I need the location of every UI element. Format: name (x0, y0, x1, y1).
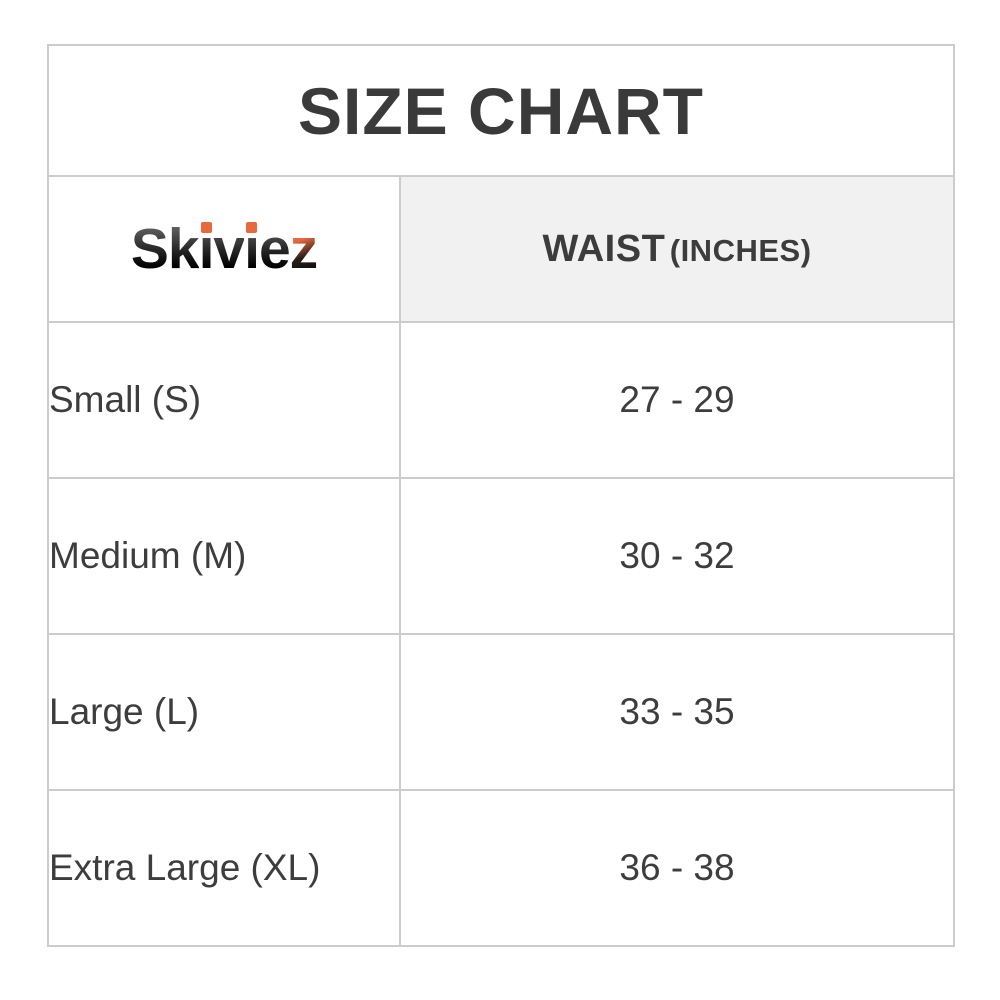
logo-i-dot-icon (246, 221, 258, 233)
logo-letter-i2: ı (244, 216, 260, 281)
size-label-medium: Medium (M) (47, 477, 401, 635)
table-row: Extra Large (XL) 36 - 38 (47, 789, 955, 947)
size-label-large: Large (L) (47, 633, 401, 791)
logo-i-dot-icon (200, 221, 212, 233)
size-chart-table: SIZE CHART Sk ıv ıez WAIST (INCHES) Small … (47, 44, 955, 947)
waist-value-small: 27 - 29 (399, 321, 955, 479)
waist-value-xlarge: 36 - 38 (399, 789, 955, 947)
size-label-xlarge: Extra Large (XL) (47, 789, 401, 947)
waist-header-cell: WAIST (INCHES) (399, 175, 955, 323)
table-row: Large (L) 33 - 35 (47, 633, 955, 791)
waist-header-unit: (INCHES) (669, 232, 812, 268)
logo-letter-i1: ı (198, 216, 215, 281)
page-title: SIZE CHART (47, 44, 955, 177)
logo-letters-sk: Sk (130, 216, 200, 281)
title-row: SIZE CHART (47, 44, 955, 177)
table-row: Small (S) 27 - 29 (47, 321, 955, 479)
waist-value-large: 33 - 35 (399, 633, 955, 791)
skiviez-logo: Sk ıv ıez (130, 216, 318, 281)
size-label-small: Small (S) (47, 321, 401, 479)
header-row: Sk ıv ıez WAIST (INCHES) (47, 175, 955, 323)
waist-header-label: WAIST (542, 227, 666, 270)
brand-cell: Sk ıv ıez (47, 175, 401, 323)
logo-letter-e: e (258, 216, 291, 281)
logo-letter-v: v (213, 216, 245, 281)
logo-letter-z: z (289, 216, 318, 281)
table-row: Medium (M) 30 - 32 (47, 477, 955, 635)
waist-value-medium: 30 - 32 (399, 477, 955, 635)
